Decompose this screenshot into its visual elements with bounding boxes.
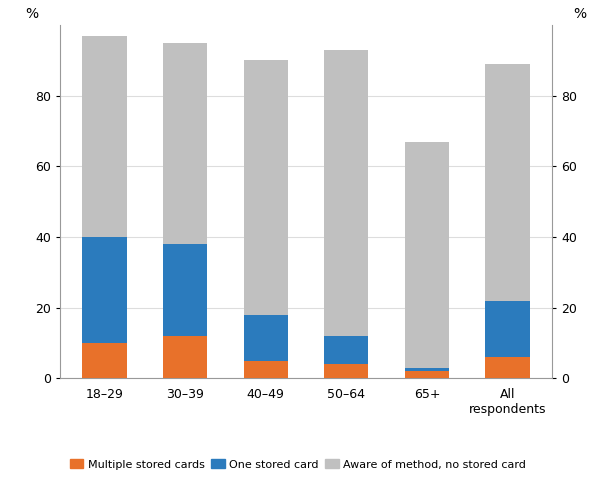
Bar <box>82 343 127 378</box>
Bar <box>82 35 127 237</box>
Bar <box>244 315 288 361</box>
Bar <box>244 361 288 378</box>
Bar <box>324 50 368 336</box>
Bar <box>405 141 449 368</box>
Bar <box>405 368 449 372</box>
Bar <box>244 60 288 315</box>
Bar <box>485 64 530 301</box>
Bar <box>163 336 207 378</box>
Bar <box>163 244 207 336</box>
Bar <box>82 237 127 343</box>
Bar <box>485 301 530 357</box>
Bar <box>163 43 207 244</box>
Text: %: % <box>574 7 586 21</box>
Bar <box>324 365 368 378</box>
Bar <box>324 336 368 365</box>
Legend: Multiple stored cards, One stored card, Aware of method, no stored card: Multiple stored cards, One stored card, … <box>65 455 530 474</box>
Text: %: % <box>26 7 38 21</box>
Bar <box>485 357 530 378</box>
Bar <box>405 372 449 378</box>
